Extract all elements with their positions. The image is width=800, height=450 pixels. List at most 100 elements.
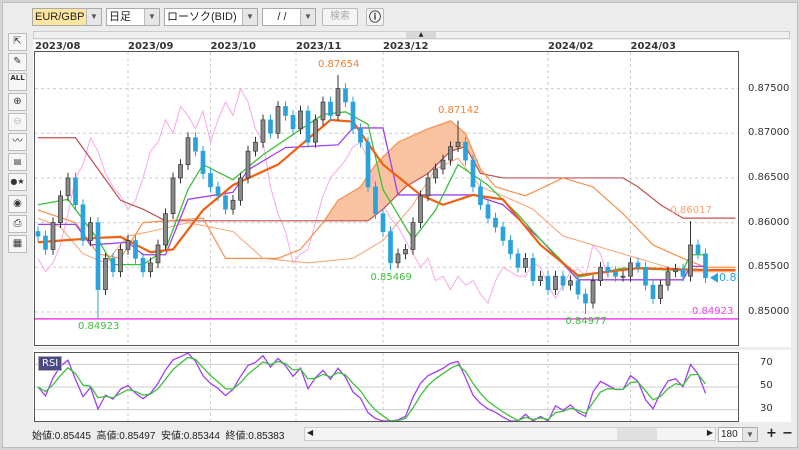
time-scrollbar[interactable]: ◀ ▶ — [304, 427, 716, 441]
candle — [275, 101, 281, 139]
rsi-tick-label: 30 — [760, 402, 773, 414]
price-plot[interactable]: 0.84923 0.87654 0.87142 0.86017 0.85469 0.849… — [34, 51, 739, 346]
candle — [88, 217, 93, 246]
candle — [125, 235, 131, 255]
candle-body — [508, 240, 513, 255]
zoom-in-button[interactable]: + — [766, 426, 777, 441]
candle — [170, 172, 176, 220]
candle — [703, 248, 708, 284]
candle-body — [470, 159, 476, 188]
candle-body — [635, 262, 641, 268]
candle — [688, 221, 693, 282]
candle — [650, 279, 656, 304]
candle — [388, 226, 393, 271]
candle — [320, 96, 326, 126]
candle — [245, 145, 251, 184]
candle-body — [673, 268, 678, 273]
print-tool[interactable]: ⎙ — [8, 215, 27, 233]
visibility-tool[interactable]: ◉ — [8, 195, 27, 213]
history-scrollbar[interactable]: ▲ — [33, 31, 790, 39]
candle — [365, 136, 371, 193]
candle-body — [358, 128, 363, 143]
cursor-tool[interactable]: ⇱ — [8, 33, 27, 51]
candle — [508, 235, 513, 260]
rsi-plot[interactable]: RSI — [34, 352, 739, 422]
candle-body — [163, 213, 168, 246]
scroll-handle[interactable]: ▲ — [406, 32, 436, 38]
candle — [635, 257, 641, 273]
support-price-label: 0.84923 — [692, 305, 734, 317]
candle — [568, 275, 573, 291]
candle-body — [148, 262, 153, 273]
candle-body — [140, 258, 146, 273]
settings-tool[interactable]: ▦ — [8, 235, 27, 253]
candle — [613, 266, 618, 282]
date-tick-label: 2023/12 — [383, 41, 429, 52]
candle-body — [695, 244, 701, 255]
chart-type-select[interactable]: ローソク(BID) ▼ — [164, 8, 258, 26]
candle — [463, 136, 468, 166]
search-button[interactable]: 検索 — [322, 8, 358, 26]
chevron-down-icon[interactable]: ▼ — [144, 9, 159, 25]
info-button[interactable]: ⓘ — [366, 8, 384, 26]
low-value: 安値:0.85344 — [161, 431, 220, 442]
chevron-down-icon[interactable]: ▼ — [742, 428, 757, 441]
candle — [523, 252, 528, 273]
candle — [193, 132, 198, 157]
candle-body — [313, 119, 318, 143]
chevron-down-icon[interactable]: ▼ — [242, 9, 257, 25]
candle-body — [680, 268, 686, 277]
zoom-in-tool[interactable]: ⊕ — [8, 93, 27, 111]
candle — [215, 181, 221, 202]
scroll-thumb[interactable] — [617, 428, 657, 440]
candle — [298, 105, 303, 135]
candle — [440, 154, 446, 175]
date-value: / / — [277, 11, 287, 23]
candle-body — [245, 150, 251, 179]
candle-body — [703, 253, 708, 279]
zoom-out-button[interactable]: − — [782, 426, 793, 441]
candle-body — [268, 119, 273, 134]
candle-body — [80, 204, 86, 241]
candle-body — [538, 275, 543, 282]
candle — [643, 261, 648, 291]
candle-body — [403, 249, 408, 255]
erase-all-tool[interactable]: ALL — [8, 73, 27, 91]
candle — [658, 279, 663, 304]
candle — [178, 159, 183, 184]
candle — [35, 226, 41, 242]
draw-tool[interactable]: ✎ — [8, 53, 27, 71]
date-input[interactable]: / / ▼ — [262, 8, 316, 26]
chevron-down-icon[interactable]: ▼ — [300, 9, 315, 25]
candle — [110, 252, 116, 278]
scroll-left-icon[interactable]: ◀ — [307, 428, 314, 437]
erase-all-icon: ALL — [10, 74, 25, 82]
date-tick-label: 2023/09 — [128, 41, 174, 52]
candle — [350, 96, 356, 135]
scroll-right-icon[interactable]: ▶ — [706, 428, 713, 437]
data-table-tool[interactable]: ▤ — [8, 153, 27, 171]
candle-body — [583, 293, 588, 304]
candle-body — [50, 222, 56, 250]
symbol-select[interactable]: EUR/GBP ▼ — [32, 8, 102, 26]
timeframe-select[interactable]: 日足 ▼ — [106, 8, 160, 26]
candle — [155, 239, 161, 269]
bar-count-select[interactable]: 180 ▼ — [718, 427, 758, 442]
candle — [163, 208, 168, 251]
candle — [485, 199, 491, 224]
indicator-tool[interactable]: 〰 — [8, 133, 27, 151]
candle — [560, 270, 566, 291]
candle-body — [545, 275, 551, 290]
candle — [253, 136, 258, 157]
candle-body — [560, 275, 566, 286]
candle — [148, 257, 153, 278]
extreme-price-label: 0.85469 — [370, 272, 412, 284]
candle-body — [530, 258, 536, 282]
zoom-out-tool[interactable]: ⊖ — [8, 113, 27, 131]
chevron-down-icon[interactable]: ▼ — [86, 9, 101, 25]
candle-body — [410, 222, 416, 250]
symbols-tool[interactable]: ●★ — [8, 173, 27, 191]
candle — [433, 163, 438, 184]
settings-icon: ▦ — [12, 238, 23, 249]
candle — [43, 230, 48, 255]
